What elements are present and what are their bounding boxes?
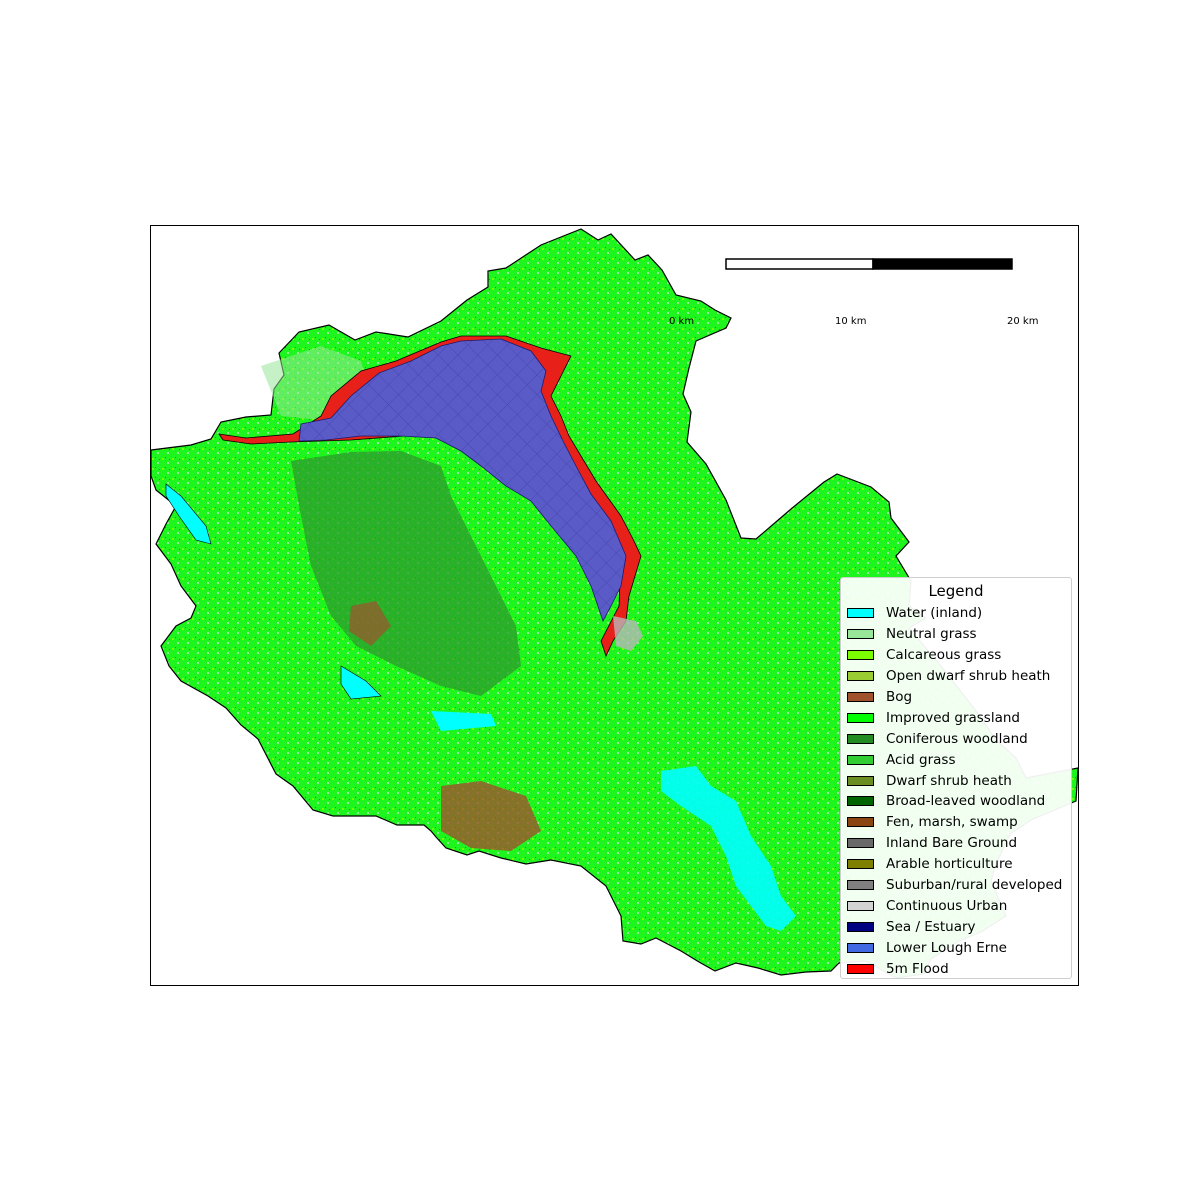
- legend-swatch: [847, 712, 874, 723]
- legend-swatch: [847, 900, 874, 911]
- legend-label: Fen, marsh, swamp: [886, 814, 1018, 831]
- legend-item: Dwarf shrub heath: [847, 770, 1065, 791]
- legend-item: Sea / Estuary: [847, 916, 1065, 937]
- legend-swatch: [847, 692, 874, 702]
- bog-patch: [441, 781, 541, 851]
- legend-item: Neutral grass: [847, 624, 1065, 645]
- legend-swatch: [847, 754, 874, 765]
- legend-item: Lower Lough Erne: [847, 937, 1065, 958]
- legend-items: Water (inland) Neutral grass Calcareous gr…: [847, 603, 1065, 979]
- legend: Legend Water (inland) Neutral grass Calcar…: [840, 577, 1072, 979]
- legend-label: Neutral grass: [886, 626, 977, 643]
- legend-swatch: [847, 733, 874, 744]
- legend-item: Broad-leaved woodland: [847, 791, 1065, 812]
- scale-bar-black: [872, 258, 1013, 270]
- legend-swatch: [847, 650, 874, 661]
- legend-swatch: [847, 671, 874, 682]
- bog-patch-2: [349, 601, 391, 646]
- woodland-patch: [291, 451, 521, 696]
- legend-label: Arable horticulture: [886, 856, 1013, 873]
- legend-swatch: [847, 775, 874, 786]
- scale-label-10: 10 km: [835, 316, 867, 327]
- southwest-water: [340, 665, 382, 700]
- legend-label: Water (inland): [886, 605, 983, 622]
- legend-item: Bog: [847, 687, 1065, 708]
- legend-item: Calcareous grass: [847, 645, 1065, 666]
- legend-label: Calcareous grass: [886, 647, 1002, 664]
- legend-label: Dwarf shrub heath: [886, 772, 1012, 789]
- legend-label: Acid grass: [886, 751, 956, 768]
- west-water: [165, 483, 212, 545]
- legend-item: Water (inland): [847, 603, 1065, 624]
- west-water-2: [431, 711, 496, 731]
- legend-swatch: [847, 629, 874, 640]
- legend-item: Improved grassland: [847, 707, 1065, 728]
- legend-item: 5m Flood: [847, 958, 1065, 979]
- urban-area: [613, 616, 643, 651]
- legend-label: Broad-leaved woodland: [886, 793, 1046, 810]
- legend-swatch: [847, 796, 874, 807]
- legend-item: Fen, marsh, swamp: [847, 812, 1065, 833]
- legend-item: Coniferous woodland: [847, 728, 1065, 749]
- scale-label-0: 0 km: [669, 316, 695, 327]
- legend-label: 5m Flood: [886, 960, 949, 977]
- legend-title: Legend: [928, 582, 984, 600]
- legend-item: Continuous Urban: [847, 895, 1065, 916]
- legend-label: Inland Bare Ground: [886, 835, 1018, 852]
- legend-swatch: [847, 942, 874, 953]
- legend-swatch: [847, 608, 874, 619]
- scale-label-20: 20 km: [1007, 316, 1039, 327]
- legend-label: Improved grassland: [886, 709, 1020, 726]
- legend-swatch: [847, 838, 874, 849]
- legend-label: Bog: [886, 689, 913, 705]
- legend-item: Open dwarf shrub heath: [847, 666, 1065, 687]
- legend-item: Suburban/rural developed: [847, 875, 1065, 896]
- legend-label: Lower Lough Erne: [886, 939, 1007, 956]
- legend-label: Suburban/rural developed: [886, 877, 1063, 894]
- legend-label: Coniferous woodland: [886, 730, 1028, 747]
- scale-bar-white: [725, 258, 874, 270]
- legend-label: Sea / Estuary: [886, 918, 976, 935]
- legend-item: Arable horticulture: [847, 854, 1065, 875]
- lough-hatch: [299, 339, 626, 621]
- legend-item: Acid grass: [847, 749, 1065, 770]
- upper-lough-erne: [661, 766, 796, 931]
- legend-label: Open dwarf shrub heath: [886, 668, 1051, 685]
- legend-swatch: [847, 963, 874, 974]
- legend-swatch: [847, 817, 874, 828]
- legend-label: Continuous Urban: [886, 897, 1008, 914]
- legend-swatch: [847, 880, 874, 891]
- legend-swatch: [847, 921, 874, 932]
- legend-item: Inland Bare Ground: [847, 833, 1065, 854]
- legend-swatch: [847, 859, 874, 870]
